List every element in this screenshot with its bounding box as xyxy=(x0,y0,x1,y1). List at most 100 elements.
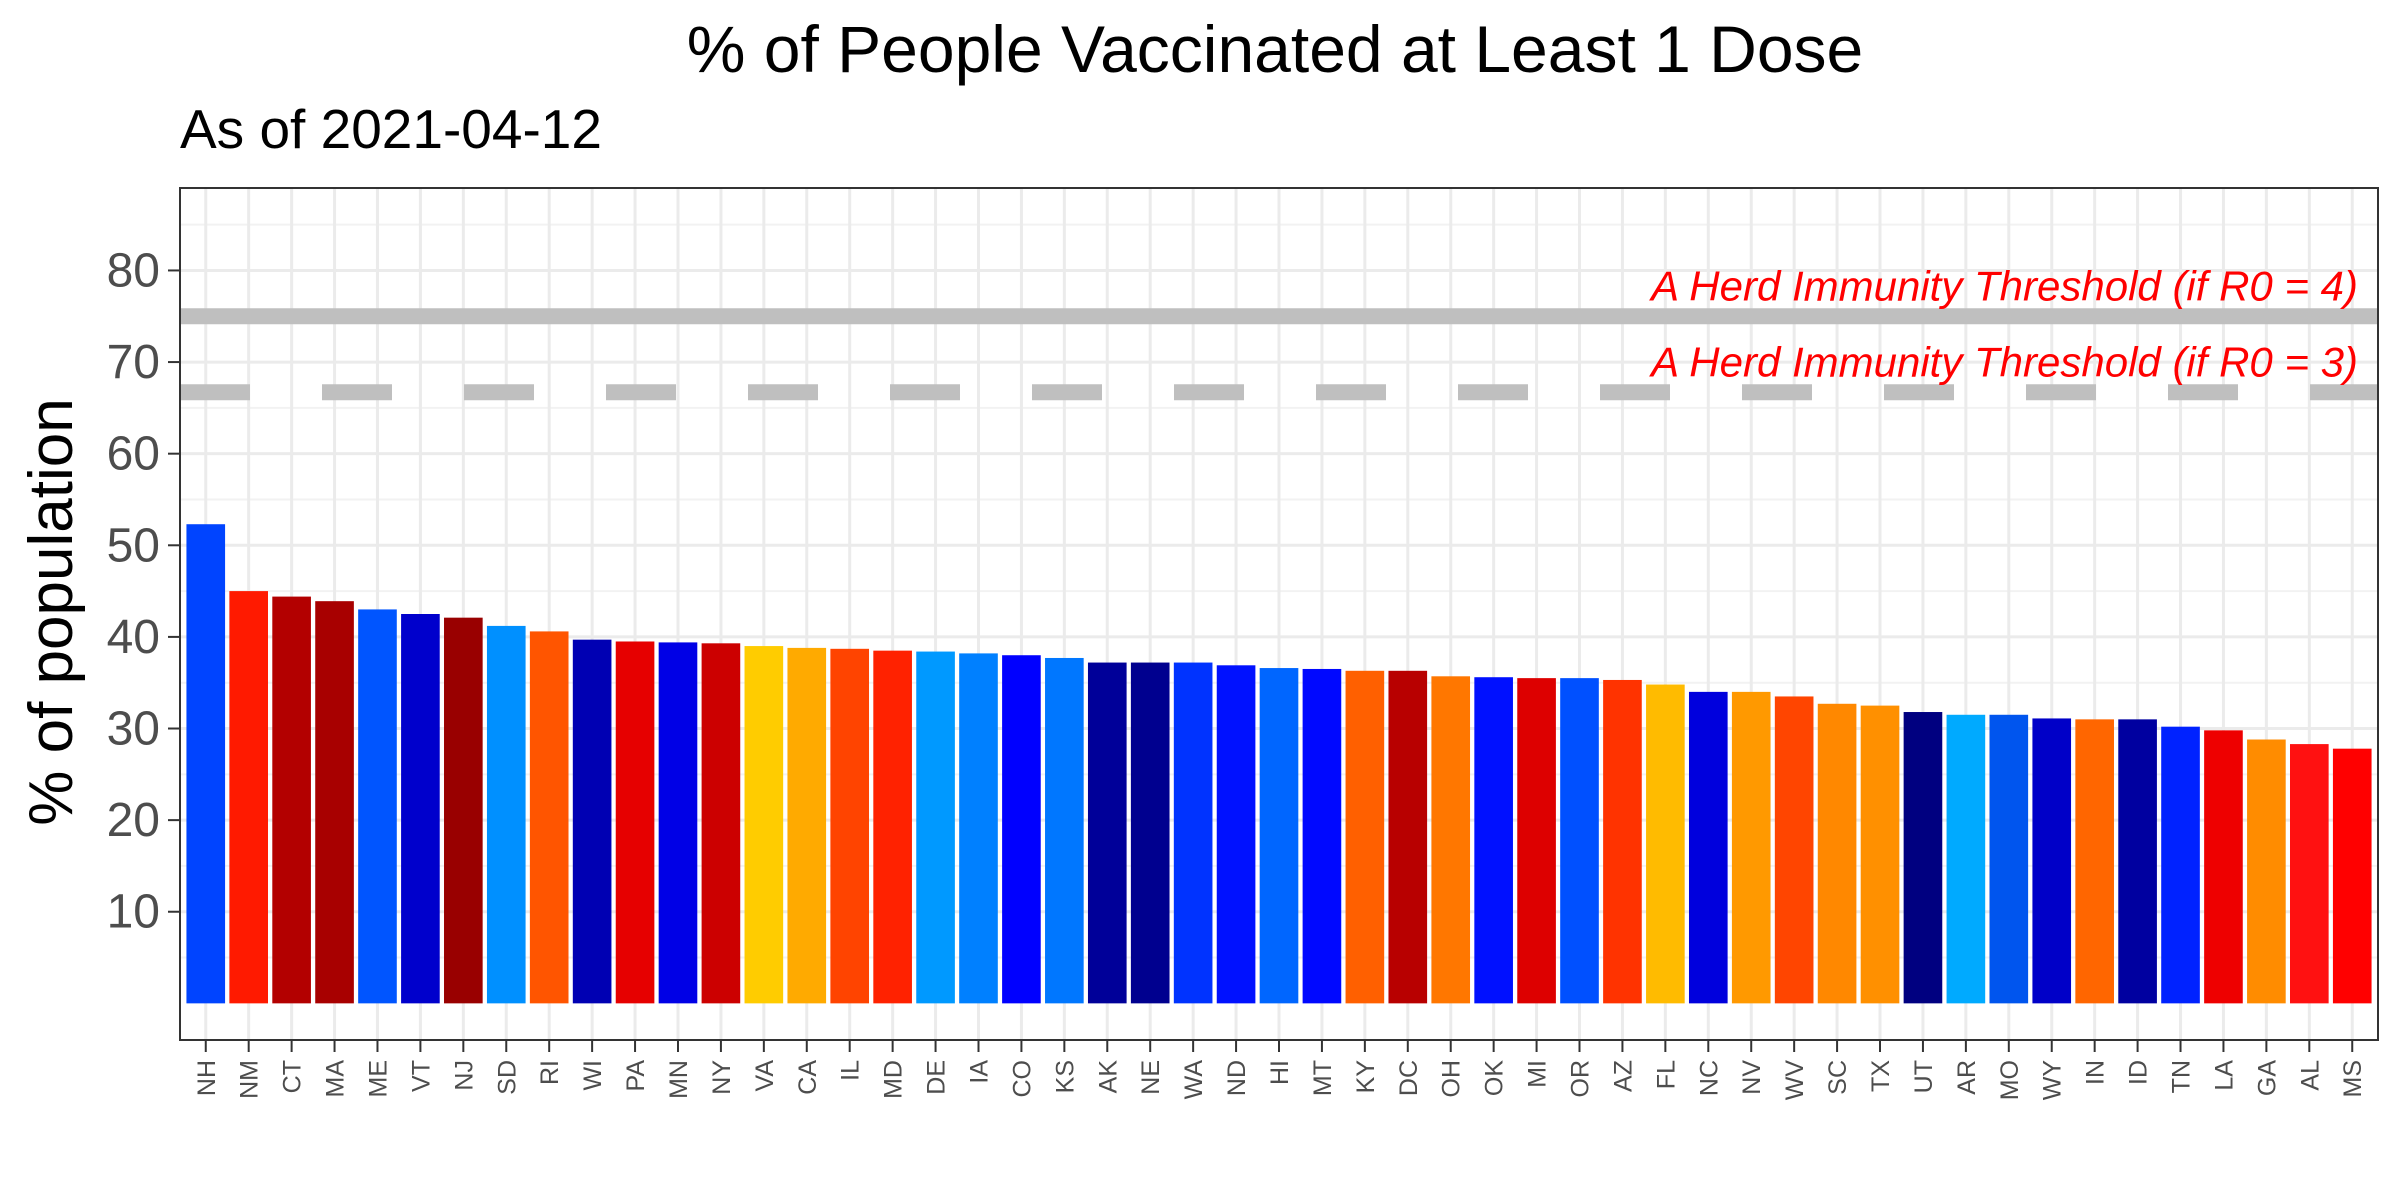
x-tick-label: HI xyxy=(1266,1060,1294,1085)
bar-mt xyxy=(1302,668,1342,1004)
bar-ga xyxy=(2247,739,2286,1004)
bar-vt xyxy=(401,614,440,1004)
y-tick-label: 10 xyxy=(107,886,160,939)
bar-ny xyxy=(701,643,741,1004)
bar-wy xyxy=(2032,718,2072,1004)
bar-sd xyxy=(486,625,526,1004)
y-axis: 10 20 30 40 50 60 70 80 xyxy=(107,244,180,939)
bar-ms xyxy=(2332,748,2372,1004)
x-tick-label: WA xyxy=(1180,1060,1208,1100)
x-tick-label: RI xyxy=(536,1060,564,1085)
bar-az xyxy=(1603,679,1642,1004)
bar-nd xyxy=(1216,665,1256,1004)
x-tick-label: AK xyxy=(1094,1060,1122,1094)
bar-co xyxy=(1002,655,1041,1004)
x-tick-label: MA xyxy=(322,1060,350,1098)
x-tick-label: TX xyxy=(1867,1060,1895,1092)
bar-wv xyxy=(1774,696,1814,1004)
y-tick-label: 70 xyxy=(107,336,160,389)
bar-nc xyxy=(1688,691,1728,1004)
x-tick-label: UT xyxy=(1910,1060,1938,1093)
x-tick-label: DC xyxy=(1395,1060,1423,1096)
x-tick-label: NH xyxy=(193,1060,221,1096)
bar-ia xyxy=(959,653,998,1004)
bar-dc xyxy=(1388,670,1428,1004)
bar-sc xyxy=(1817,703,1857,1004)
x-tick-label: ID xyxy=(2125,1060,2153,1085)
herd-threshold-r0-4-label: A Herd Immunity Threshold (if R0 = 4) xyxy=(1648,262,2358,309)
x-tick-label: IA xyxy=(965,1060,993,1084)
bar-ak xyxy=(1087,662,1127,1004)
bar-mi xyxy=(1517,678,1556,1004)
x-tick-label: NE xyxy=(1137,1060,1165,1095)
x-tick-label: LA xyxy=(2210,1060,2238,1091)
bar-ok xyxy=(1474,677,1513,1004)
x-tick-label: PA xyxy=(622,1060,650,1092)
herd-threshold-r0-3-label: A Herd Immunity Threshold (if R0 = 3) xyxy=(1648,338,2358,385)
y-axis-label: % of population xyxy=(17,398,86,825)
x-tick-label: KY xyxy=(1352,1060,1380,1094)
x-tick-label: WI xyxy=(579,1060,607,1091)
x-tick-label: IN xyxy=(2082,1060,2110,1085)
bar-ky xyxy=(1345,670,1385,1004)
x-tick-label: CT xyxy=(279,1060,307,1093)
x-tick-label: FL xyxy=(1652,1060,1680,1089)
bar-wi xyxy=(572,639,612,1004)
bar-in xyxy=(2075,719,2114,1004)
bar-nm xyxy=(229,591,269,1004)
x-tick-label: CO xyxy=(1008,1060,1036,1098)
bar-al xyxy=(2289,744,2329,1004)
x-tick-label: ME xyxy=(364,1060,392,1098)
x-tick-label: OR xyxy=(1567,1060,1595,1098)
bar-id xyxy=(2118,719,2157,1004)
bar-la xyxy=(2204,730,2243,1004)
x-tick-label: CA xyxy=(794,1060,822,1095)
x-tick-label: OK xyxy=(1481,1060,1509,1096)
bar-ks xyxy=(1045,657,1084,1004)
x-tick-label: MI xyxy=(1524,1060,1552,1088)
x-tick-label: AR xyxy=(1953,1060,1981,1095)
bar-fl xyxy=(1646,684,1685,1004)
x-tick-label: VA xyxy=(751,1060,779,1092)
x-tick-label: NJ xyxy=(450,1060,478,1091)
x-tick-label: TN xyxy=(2168,1060,2196,1093)
x-tick-label: KS xyxy=(1051,1060,1079,1093)
y-tick-label: 20 xyxy=(107,794,160,847)
x-tick-label: NV xyxy=(1738,1060,1766,1095)
chart-subtitle: As of 2021-04-12 xyxy=(180,98,602,160)
bar-il xyxy=(830,648,870,1004)
bar-nv xyxy=(1731,691,1771,1004)
bar-ut xyxy=(1903,712,1943,1004)
x-tick-label: SC xyxy=(1824,1060,1852,1095)
bar-or xyxy=(1560,678,1599,1004)
x-tick-label: GA xyxy=(2253,1060,2281,1096)
bar-tn xyxy=(2161,726,2200,1004)
chart-title: % of People Vaccinated at Least 1 Dose xyxy=(687,12,1864,86)
x-tick-label: IL xyxy=(837,1060,865,1081)
x-tick-label: MS xyxy=(2339,1060,2367,1098)
y-tick-label: 80 xyxy=(107,244,160,297)
bar-ne xyxy=(1130,662,1170,1004)
x-tick-label: VT xyxy=(407,1060,435,1092)
bar-me xyxy=(358,609,397,1004)
x-tick-label: NC xyxy=(1695,1060,1723,1096)
x-tick-label: ND xyxy=(1223,1060,1251,1096)
x-tick-label: AL xyxy=(2296,1060,2324,1091)
x-tick-label: SD xyxy=(493,1060,521,1095)
bar-hi xyxy=(1259,668,1299,1004)
x-tick-label: MO xyxy=(1996,1060,2024,1100)
x-tick-label: OH xyxy=(1438,1060,1466,1098)
bar-tx xyxy=(1860,705,1900,1004)
bar-wa xyxy=(1173,662,1213,1004)
x-tick-label: DE xyxy=(923,1060,951,1095)
bar-ri xyxy=(529,631,569,1004)
bar-de xyxy=(916,651,955,1004)
x-tick-label: AZ xyxy=(1609,1060,1637,1092)
bar-md xyxy=(873,650,912,1004)
bar-nj xyxy=(444,617,483,1004)
x-tick-label: NM xyxy=(236,1060,264,1099)
bar-oh xyxy=(1431,676,1471,1004)
y-tick-label: 60 xyxy=(107,428,160,481)
bars xyxy=(186,524,2372,1004)
